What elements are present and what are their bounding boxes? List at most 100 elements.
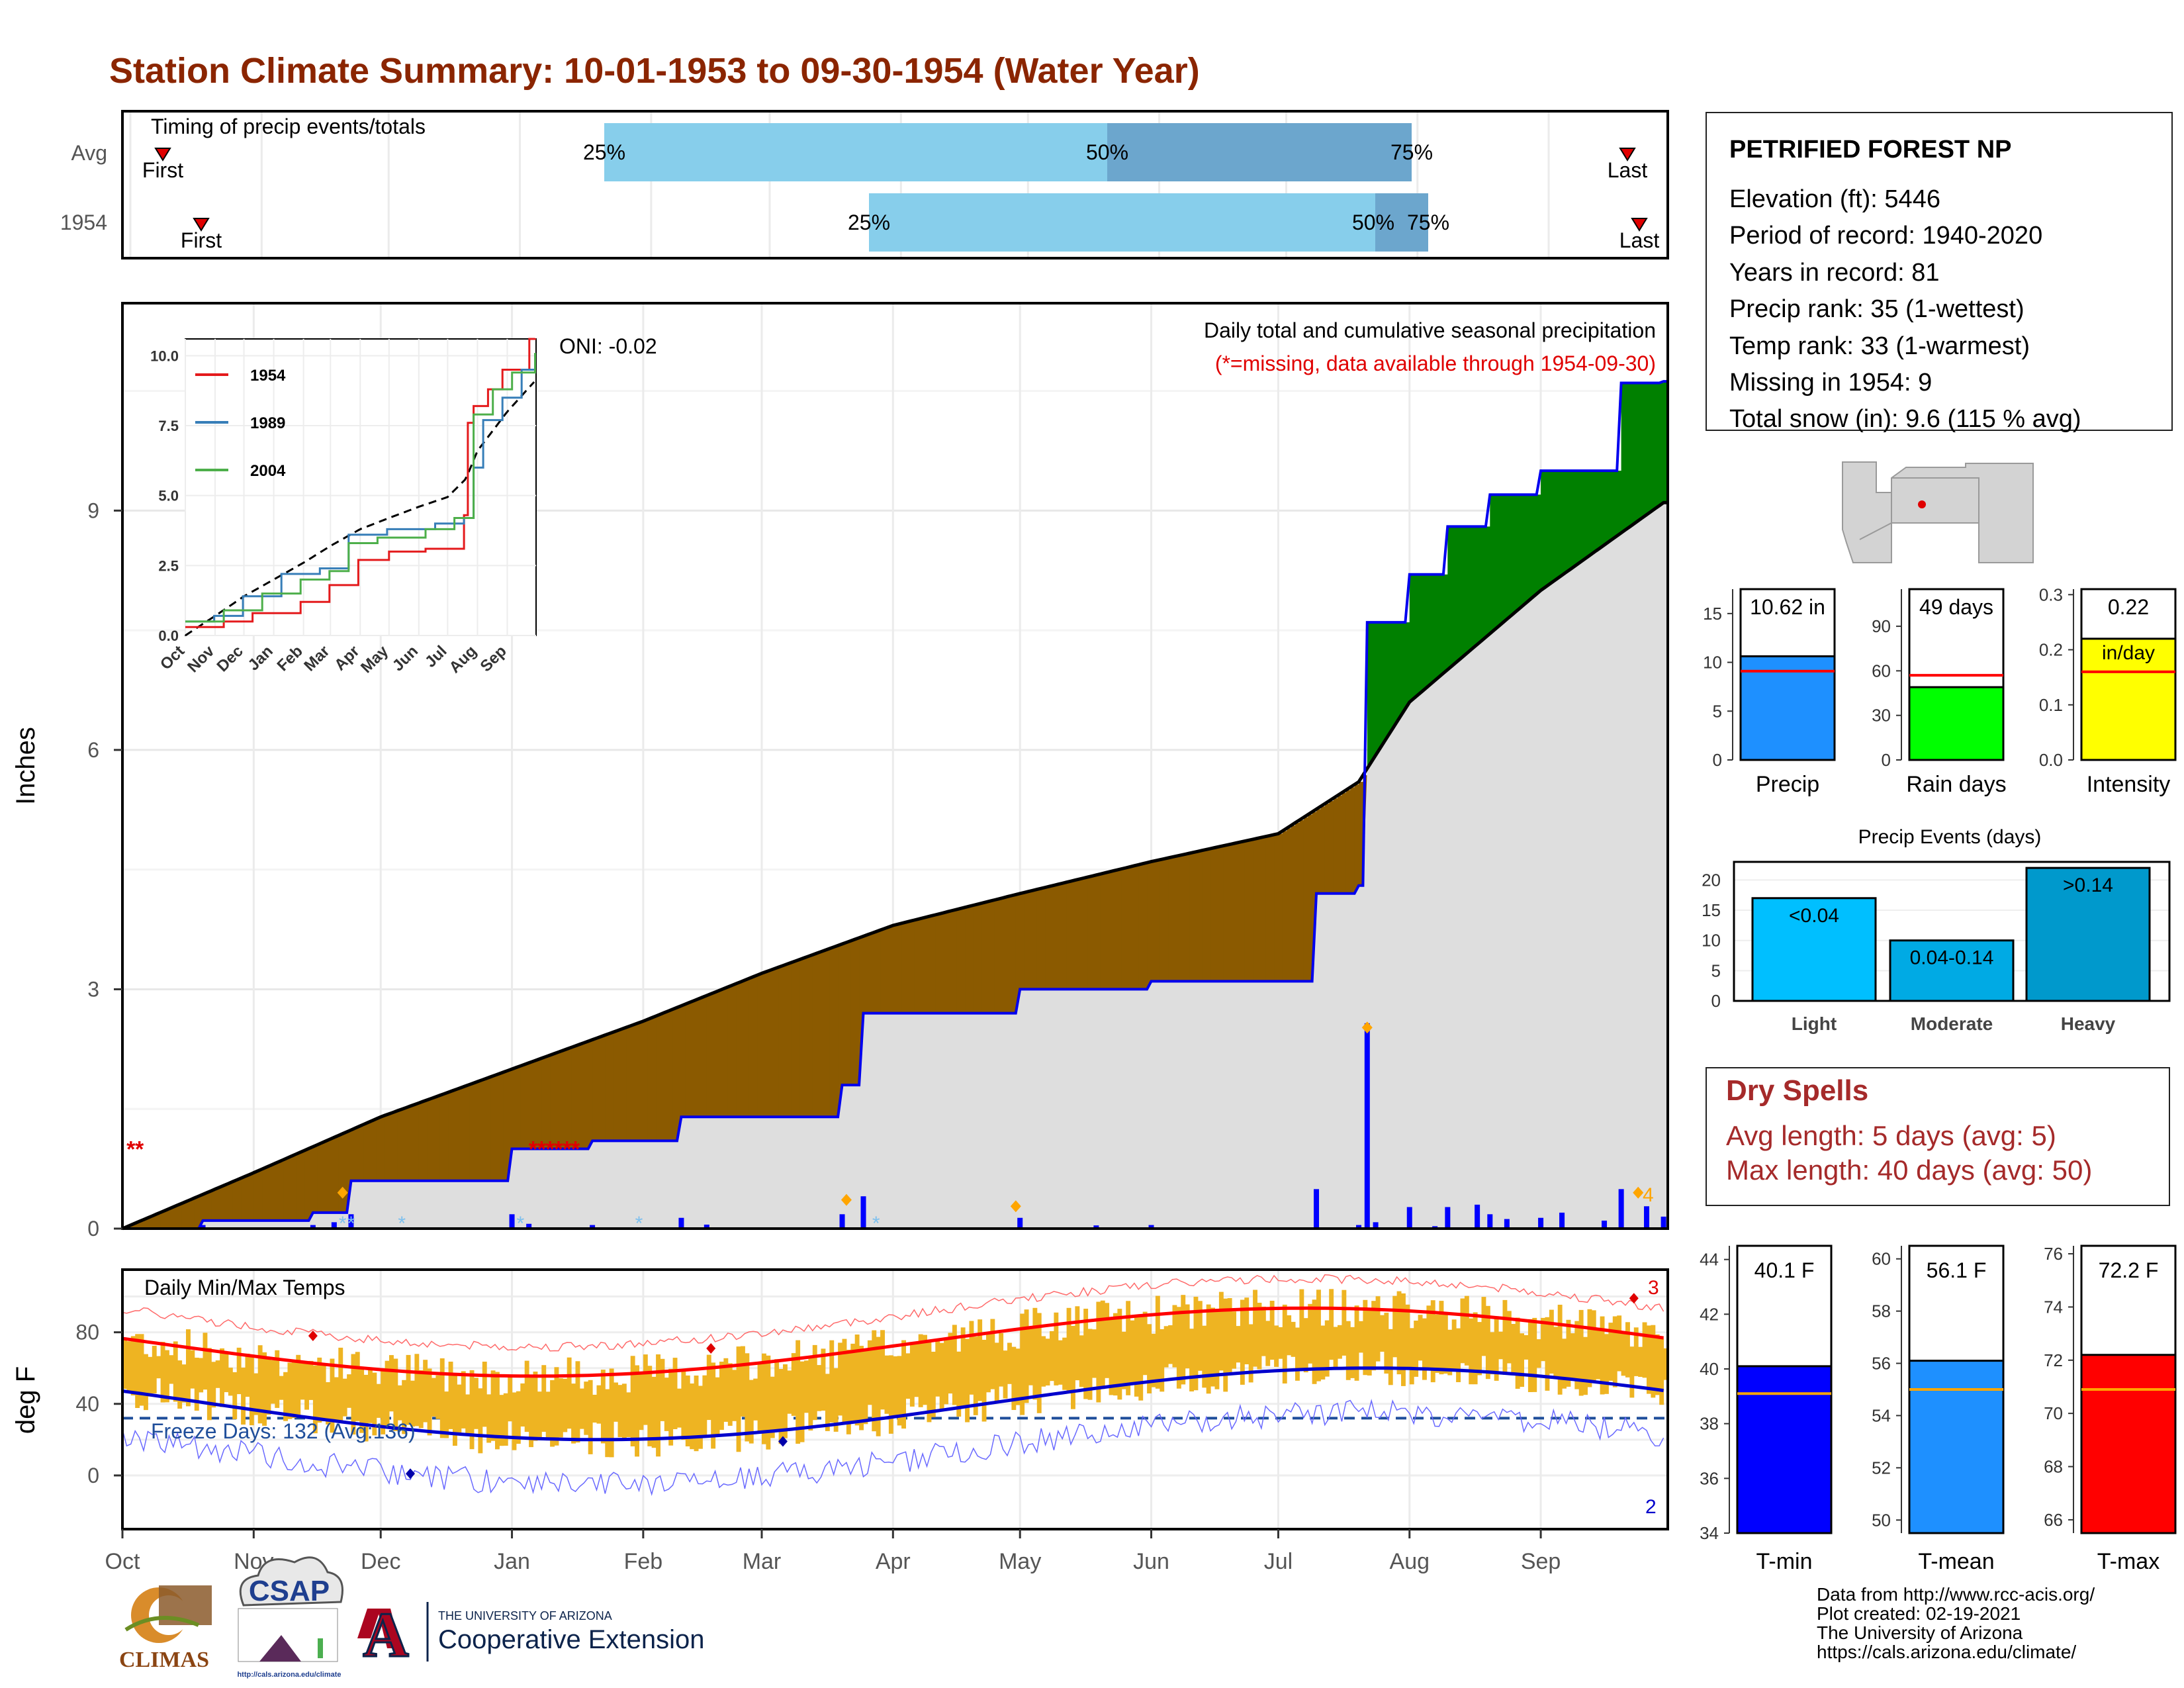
daily-temp-bar <box>647 1366 653 1446</box>
cumulative-departure-area <box>1320 806 1326 894</box>
daily-temp-bar <box>1248 1324 1253 1383</box>
cumulative-departure-area <box>495 1075 500 1181</box>
cumulative-departure-area <box>1345 790 1351 894</box>
cumulative-departure-area <box>308 1149 314 1221</box>
daily-temp-bar <box>1287 1315 1292 1356</box>
daily-temp-bar <box>249 1356 254 1426</box>
temp-mini-fill <box>1908 1360 2005 1534</box>
daily-temp-bar <box>135 1334 140 1408</box>
daily-temp-bar <box>1155 1295 1160 1389</box>
daily-temp-bar <box>600 1370 606 1444</box>
precip-event-label: Moderate <box>1911 1013 1993 1034</box>
cumulative-departure-area <box>130 1225 136 1229</box>
daily-temp-bar <box>1193 1296 1199 1391</box>
temp-ytick-label: 80 <box>75 1321 99 1344</box>
daily-temp-bar <box>698 1385 703 1449</box>
cumulative-departure-area <box>783 965 788 1117</box>
cumulative-departure-area <box>770 970 775 1117</box>
location-map <box>1842 461 2034 563</box>
cumulative-departure-area <box>681 1006 686 1117</box>
daily-temp-bar <box>1380 1315 1385 1352</box>
normal-min-line <box>122 1366 1664 1442</box>
cumulative-departure-area <box>1126 868 1131 990</box>
daily-temp-bar <box>211 1362 216 1408</box>
daily-temp-bar <box>139 1334 144 1406</box>
daily-temp-bar <box>490 1370 496 1441</box>
cumulative-departure-area <box>279 1161 284 1221</box>
snow-marker: * <box>635 1213 643 1235</box>
mini-bar-label: Intensity <box>2087 772 2171 797</box>
cumulative-departure-area <box>1617 471 1622 536</box>
cumulative-departure-area <box>1130 867 1135 990</box>
daily-temp-bar <box>635 1365 639 1457</box>
cumulative-departure-area <box>643 1021 648 1141</box>
daily-temp-bar <box>423 1360 428 1423</box>
cumulative-departure-area <box>1600 471 1605 548</box>
daily-temp-bar <box>347 1374 351 1408</box>
daily-temp-bar <box>1291 1321 1296 1357</box>
cumulative-departure-area <box>1621 383 1626 533</box>
cumulative-departure-area <box>1655 383 1660 509</box>
cumulative-departure-area <box>206 1192 212 1221</box>
temp-mini-tick-label: 66 <box>2044 1510 2063 1530</box>
daily-temp-bar <box>715 1377 720 1436</box>
inset-legend-label: 1989 <box>250 414 285 432</box>
cumulative-departure-area <box>846 942 851 1086</box>
daily-precip-bar <box>1148 1225 1154 1229</box>
cumulative-departure-area <box>1430 574 1435 684</box>
daily-temp-bar <box>1176 1307 1181 1389</box>
cumulative-departure-area <box>1633 383 1639 524</box>
daily-temp-bar <box>960 1327 966 1408</box>
cumulative-departure-area <box>1189 853 1195 982</box>
cumulative-departure-area <box>1020 893 1025 990</box>
daily-temp-bar <box>304 1362 309 1410</box>
cumulative-departure-area <box>1257 838 1262 982</box>
daily-temp-bar <box>1422 1318 1427 1380</box>
daily-temp-bar <box>829 1340 835 1423</box>
precip-event-bar <box>2025 867 2151 1002</box>
daily-temp-bar <box>1338 1325 1342 1359</box>
daily-temp-bar <box>461 1371 466 1429</box>
daily-temp-bar <box>1578 1309 1584 1396</box>
cumulative-departure-area <box>948 912 953 1013</box>
daily-temp-bar <box>1050 1331 1054 1382</box>
cumulative-departure-area <box>1414 574 1419 699</box>
daily-precip-bar <box>509 1214 515 1229</box>
mini-bar-tick-label: 0.2 <box>2039 640 2063 660</box>
daily-temp-bar <box>579 1388 584 1429</box>
cumulative-departure-area <box>508 1070 513 1181</box>
daily-temp-bar <box>1265 1321 1271 1366</box>
cumulative-departure-area <box>639 1023 644 1141</box>
cumulative-departure-area <box>363 1124 369 1181</box>
daily-precip-bar <box>310 1225 316 1229</box>
daily-temp-bar <box>1350 1327 1355 1378</box>
daily-precip-bar <box>1445 1207 1451 1229</box>
cumulative-departure-area <box>135 1223 140 1229</box>
daily-temp-bar <box>727 1363 733 1426</box>
cumulative-departure-area <box>909 921 915 1013</box>
mini-bar-fill <box>2080 637 2177 761</box>
daily-temp-bar <box>1363 1299 1368 1376</box>
cumulative-departure-area <box>1041 888 1046 990</box>
cumulative-departure-area <box>503 1072 508 1181</box>
cumulative-departure-area <box>1312 812 1317 982</box>
daily-temp-bar <box>1456 1328 1461 1382</box>
cumulative-departure-area <box>368 1122 373 1181</box>
cumulative-departure-area <box>1485 526 1490 637</box>
cumulative-departure-area <box>406 1107 411 1181</box>
footer-line: The University of Arizona <box>1817 1622 2023 1643</box>
daily-temp-bar <box>482 1362 487 1427</box>
cumulative-departure-area <box>418 1103 424 1181</box>
cumulative-departure-area <box>1058 884 1063 990</box>
daily-temp-bar <box>465 1394 471 1435</box>
daily-temp-bar <box>668 1368 674 1446</box>
cumulative-departure-area <box>1642 383 1647 518</box>
daily-temp-bar <box>749 1380 754 1444</box>
daily-temp-bar <box>842 1338 847 1424</box>
daily-temp-bar <box>321 1364 326 1421</box>
cumulative-departure-area <box>842 944 847 1085</box>
cumulative-departure-area <box>554 1053 559 1149</box>
precip-end-count: 4 <box>1643 1184 1654 1206</box>
daily-temp-bar <box>1464 1295 1469 1366</box>
